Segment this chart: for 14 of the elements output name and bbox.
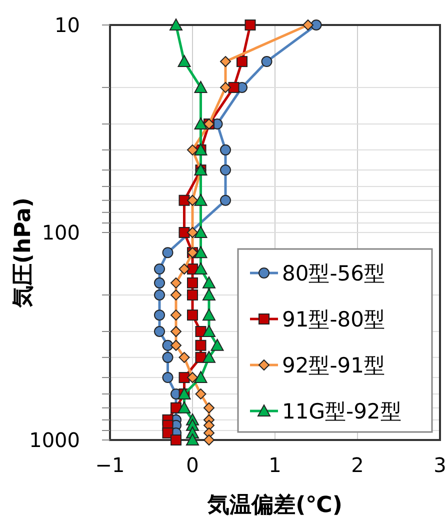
x-tick-label: 2 (351, 453, 364, 477)
legend-label: 11G型-92型 (282, 399, 402, 424)
y-tick-label: 100 (42, 220, 80, 244)
x-axis-title: 気温偏差(℃) (206, 493, 342, 518)
x-tick-label: −1 (95, 453, 125, 477)
x-tick-label: 0 (186, 453, 199, 477)
legend-label: 80型-56型 (282, 261, 386, 286)
legend-label: 92型-91型 (282, 353, 386, 378)
y-tick-label: 1000 (29, 428, 80, 452)
x-tick-label: 3 (434, 453, 446, 477)
y-tick-label: 10 (54, 13, 80, 37)
y-axis-title: 気圧(hPa) (11, 197, 36, 309)
x-tick-label: 1 (268, 453, 282, 477)
legend-label: 91型-80型 (282, 307, 386, 332)
